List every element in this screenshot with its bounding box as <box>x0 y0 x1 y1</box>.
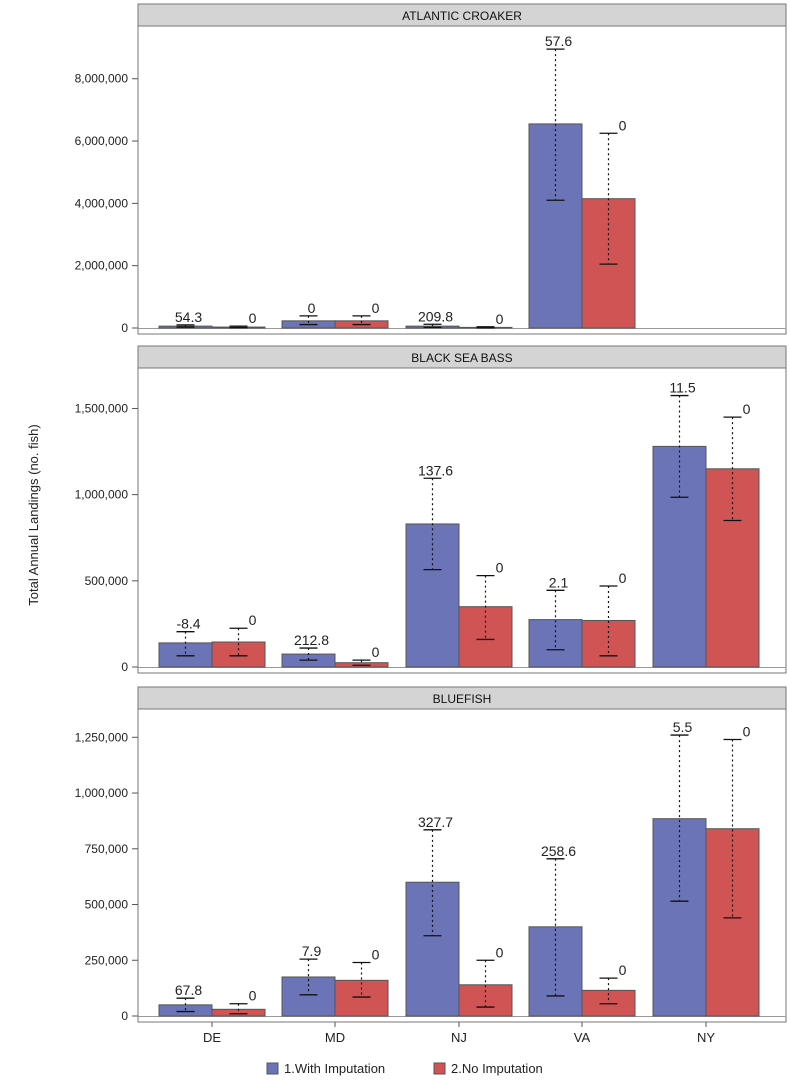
x-tick-label: NY <box>697 1030 715 1045</box>
bar-va-s1 <box>528 123 583 329</box>
panel-title: ATLANTIC CROAKER <box>402 9 522 23</box>
data-label: 0 <box>496 560 504 576</box>
bar-va-s1 <box>528 619 583 668</box>
y-tick-label: 500,000 <box>85 574 129 588</box>
legend-swatch-no-imputation <box>433 1062 446 1075</box>
data-label: 0 <box>249 988 257 1004</box>
y-tick-label: 1,000,000 <box>75 488 129 502</box>
data-label: 258.6 <box>541 843 576 859</box>
legend-label-with-imputation: 1.With Imputation <box>284 1061 385 1076</box>
data-label: 0 <box>743 401 751 417</box>
data-label: 2.1 <box>549 574 569 590</box>
bar-de-s1 <box>158 642 213 668</box>
data-label: 0 <box>743 724 751 740</box>
plot-frame <box>137 25 787 335</box>
y-tick-label: 8,000,000 <box>75 72 129 86</box>
y-tick-label: 1,000,000 <box>75 786 129 800</box>
data-label: 0 <box>372 946 380 962</box>
data-label: 0 <box>249 612 257 628</box>
data-label: 137.6 <box>418 462 453 478</box>
y-tick-label: 4,000,000 <box>75 196 129 210</box>
x-tick-label: NJ <box>451 1030 467 1045</box>
data-label: 0 <box>249 310 257 326</box>
data-label: 54.3 <box>175 309 202 325</box>
bar-va-s2 <box>581 619 636 668</box>
x-tick-label: DE <box>203 1030 221 1045</box>
data-label: 7.9 <box>302 943 322 959</box>
y-tick-label: 2,000,000 <box>75 259 129 273</box>
x-tick-label: VA <box>574 1030 591 1045</box>
data-label: 0 <box>619 117 627 133</box>
chart-panels: ATLANTIC CROAKER 0 2,000,000 4,000,000 6,000… <box>75 3 787 1045</box>
bar-ny-s2 <box>705 828 760 1017</box>
data-label: 0 <box>372 644 380 660</box>
bar-ny-s1 <box>652 818 707 1017</box>
x-tick-label: MD <box>325 1030 345 1045</box>
bar-nj-s1 <box>405 881 460 1017</box>
y-tick-label: 750,000 <box>85 842 129 856</box>
bar-ny-s1 <box>652 445 707 668</box>
bar-nj-s1 <box>405 523 460 668</box>
data-label: 5.5 <box>673 719 693 735</box>
bar-de-s1 <box>158 1004 213 1017</box>
data-label: 0 <box>619 962 627 978</box>
y-tick-label: 500,000 <box>85 898 129 912</box>
bar-md-s1 <box>281 976 336 1017</box>
data-label: 11.5 <box>669 380 695 396</box>
y-tick-label: 6,000,000 <box>75 134 129 148</box>
y-tick-label: 0 <box>121 1009 128 1023</box>
panel-black-sea-bass: BLACK SEA BASS 0 500,000 1,000,000 1,500,000… <box>75 345 787 674</box>
panel-atlantic-croaker: ATLANTIC CROAKER 0 2,000,000 4,000,000 6,000… <box>75 3 787 335</box>
y-axis-label: Total Annual Landings (no. fish) <box>26 424 41 605</box>
bar-ny-s2 <box>705 468 760 668</box>
data-label: 0 <box>372 300 380 316</box>
y-tick-label: 0 <box>121 321 128 335</box>
data-label: 212.8 <box>294 632 329 648</box>
legend-label-no-imputation: 2.No Imputation <box>451 1061 543 1076</box>
bar-va-s1 <box>528 926 583 1017</box>
y-tick-label: 1,500,000 <box>75 401 129 415</box>
panel-bluefish: BLUEFISH 0 250,000 500,000 750,000 1,000,000 1… <box>75 686 787 1045</box>
data-label: 57.6 <box>545 33 572 49</box>
data-label: 0 <box>308 300 316 316</box>
panel-title: BLUEFISH <box>433 692 492 706</box>
data-label: 0 <box>496 311 504 327</box>
y-tick-label: 250,000 <box>85 953 129 967</box>
y-tick-label: 0 <box>121 660 128 674</box>
data-label: 327.7 <box>418 814 453 830</box>
legend-swatch-with-imputation <box>266 1062 279 1075</box>
y-tick-label: 1,250,000 <box>75 730 129 744</box>
data-label: 0 <box>496 944 504 960</box>
bar-md-s2 <box>334 979 389 1017</box>
data-label: -8.4 <box>176 616 200 632</box>
data-label: 209.8 <box>418 308 453 324</box>
data-label: 67.8 <box>175 982 202 998</box>
data-label: 0 <box>619 570 627 586</box>
panel-title: BLACK SEA BASS <box>411 351 512 365</box>
legend: 1.With Imputation 2.No Imputation <box>266 1061 543 1076</box>
